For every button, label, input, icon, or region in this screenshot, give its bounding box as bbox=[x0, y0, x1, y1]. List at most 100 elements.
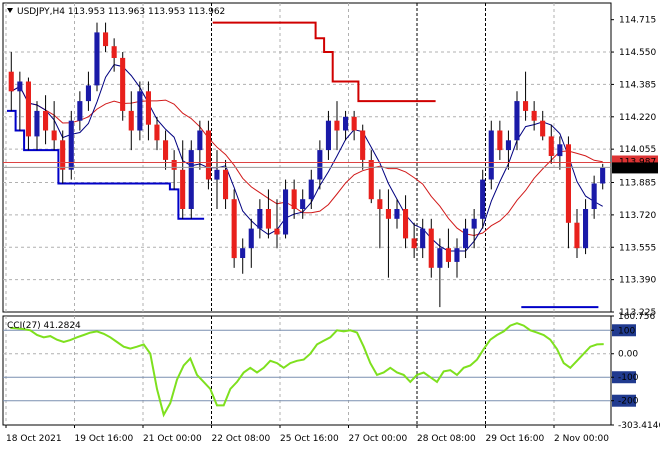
bull-candle bbox=[68, 120, 74, 170]
bull-candle bbox=[437, 248, 443, 268]
time-label: 25 Oct 16:00 bbox=[280, 434, 339, 444]
bull-candle bbox=[283, 189, 289, 235]
slow-moving-average bbox=[11, 85, 603, 237]
time-label: 2 Nov 00:00 bbox=[554, 434, 609, 444]
lower-channel-line bbox=[7, 109, 205, 220]
time-label: 27 Oct 00:00 bbox=[349, 434, 408, 444]
bear-candle bbox=[180, 169, 186, 209]
bear-candle bbox=[163, 140, 169, 160]
bull-candle bbox=[94, 32, 100, 86]
bear-candle bbox=[445, 248, 451, 262]
bear-candle bbox=[497, 130, 503, 151]
bull-candle bbox=[505, 140, 511, 151]
cci-tick-label: 100 bbox=[618, 326, 635, 336]
bull-candle bbox=[257, 209, 263, 229]
cci-level-tag bbox=[612, 324, 636, 337]
bear-candle bbox=[403, 209, 409, 239]
bear-candle bbox=[334, 120, 340, 131]
dropdown-triangle-icon[interactable] bbox=[7, 8, 13, 13]
bear-candle bbox=[154, 124, 160, 141]
bull-candle bbox=[343, 116, 349, 131]
bear-candle bbox=[351, 116, 357, 131]
bear-candle bbox=[51, 130, 57, 141]
time-axis: 18 Oct 2021 19 Oct 16:00 21 Oct 00:00 22 Oc… bbox=[5, 425, 609, 444]
bear-candle bbox=[171, 160, 177, 170]
indicator-overlays bbox=[7, 21, 603, 309]
bull-candle bbox=[317, 150, 323, 180]
time-label: 18 Oct 2021 bbox=[6, 434, 62, 444]
price-panel-frame bbox=[2, 2, 612, 313]
chart-header: USDJPY,H4 113.953 113.963 113.953 113.96… bbox=[7, 7, 225, 17]
price-tick-label: 113.885 bbox=[619, 179, 656, 189]
bear-candle bbox=[540, 120, 546, 137]
bull-candle bbox=[214, 169, 220, 180]
bear-candle bbox=[385, 209, 391, 219]
bull-candle bbox=[463, 228, 469, 249]
cci-line bbox=[10, 322, 604, 418]
bear-candle bbox=[103, 32, 109, 47]
cci-header: CCI(27) 41.2824 bbox=[7, 321, 81, 331]
price-tick-label: 113.225 bbox=[619, 308, 656, 318]
price-tick-label: 113.390 bbox=[619, 276, 656, 286]
bull-candle bbox=[591, 183, 597, 209]
bear-candle bbox=[265, 209, 271, 229]
cci-tick-label: -200 bbox=[618, 397, 639, 407]
bear-candle bbox=[43, 110, 49, 131]
time-label: 22 Oct 08:00 bbox=[212, 434, 271, 444]
upper-channel-line bbox=[212, 21, 436, 103]
cci-grid bbox=[5, 316, 555, 425]
bull-candle bbox=[471, 218, 477, 229]
bear-candle bbox=[8, 71, 14, 92]
cci-tick-label: -100 bbox=[618, 373, 639, 383]
reference-price-tag bbox=[612, 155, 658, 167]
candles bbox=[8, 22, 606, 308]
bear-candle bbox=[231, 199, 237, 259]
cci-panel[interactable]: 160.756 100 0.00 -100 -200 -303.4146 CCI(27) … bbox=[2, 312, 660, 431]
price-tick-label: 114.550 bbox=[619, 48, 656, 58]
bear-candle bbox=[531, 110, 537, 121]
bear-candle bbox=[274, 228, 280, 235]
bull-candle bbox=[600, 167, 606, 184]
bear-candle bbox=[128, 110, 134, 131]
bear-candle bbox=[360, 130, 366, 160]
time-label: 19 Oct 16:00 bbox=[75, 434, 134, 444]
bull-candle bbox=[557, 144, 563, 157]
price-panel[interactable]: 114.715 114.550 114.385 114.220 114.055 113.8… bbox=[2, 2, 658, 318]
bull-candle bbox=[300, 199, 306, 209]
bull-candle bbox=[325, 120, 331, 151]
cci-tick-label: -303.4146 bbox=[618, 421, 660, 431]
bear-candle bbox=[548, 136, 554, 156]
bull-candle bbox=[488, 130, 494, 180]
bull-candle bbox=[420, 228, 426, 249]
bear-candle bbox=[377, 199, 383, 209]
bull-candle bbox=[480, 179, 486, 219]
symbol-header: USDJPY,H4 113.953 113.963 113.953 113.96… bbox=[17, 7, 225, 17]
bear-candle bbox=[565, 144, 571, 223]
bull-candle bbox=[240, 248, 246, 258]
price-tick-label: 113.555 bbox=[619, 243, 656, 253]
price-tick-label: 113.720 bbox=[619, 211, 656, 221]
bear-candle bbox=[111, 46, 117, 58]
bid-price-label: 113.962 bbox=[619, 164, 656, 174]
time-label: 21 Oct 00:00 bbox=[143, 434, 202, 444]
bear-candle bbox=[120, 57, 126, 111]
bull-candle bbox=[34, 110, 40, 137]
bull-candle bbox=[394, 209, 400, 219]
bull-candle bbox=[197, 130, 203, 151]
cci-axis: 160.756 100 0.00 -100 -200 -303.4146 bbox=[611, 312, 660, 431]
bull-candle bbox=[85, 85, 91, 102]
bull-candle bbox=[137, 91, 143, 131]
bear-candle bbox=[145, 91, 151, 125]
fast-moving-average bbox=[11, 64, 603, 252]
bull-candle bbox=[308, 179, 314, 200]
price-tick-label: 114.715 bbox=[619, 16, 656, 26]
current-price-line: 113.987113.962 bbox=[3, 155, 658, 174]
bear-candle bbox=[291, 189, 297, 209]
bull-candle bbox=[188, 150, 194, 209]
bull-candle bbox=[77, 101, 83, 121]
time-label: 29 Oct 16:00 bbox=[486, 434, 545, 444]
bear-candle bbox=[523, 101, 529, 111]
price-tick-label: 114.385 bbox=[619, 80, 656, 90]
cci-level-tag bbox=[612, 371, 636, 384]
